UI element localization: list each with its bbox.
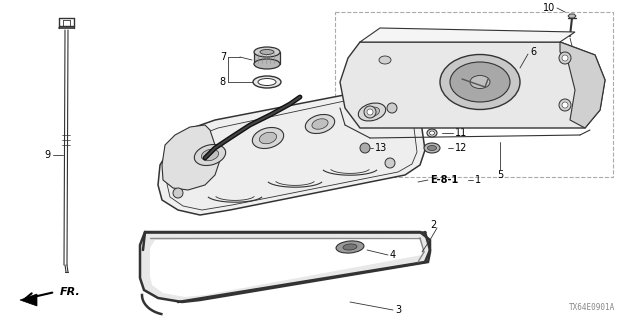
Ellipse shape bbox=[424, 143, 440, 153]
Text: 6: 6 bbox=[530, 47, 536, 57]
Polygon shape bbox=[560, 42, 605, 128]
Circle shape bbox=[367, 109, 373, 115]
Ellipse shape bbox=[253, 76, 281, 88]
Text: FR.: FR. bbox=[60, 287, 81, 297]
Ellipse shape bbox=[312, 119, 328, 129]
Ellipse shape bbox=[195, 145, 226, 165]
Polygon shape bbox=[162, 125, 220, 190]
Ellipse shape bbox=[254, 59, 280, 69]
Ellipse shape bbox=[427, 129, 437, 137]
Polygon shape bbox=[140, 232, 430, 302]
Ellipse shape bbox=[428, 146, 436, 150]
Circle shape bbox=[562, 102, 568, 108]
Text: 11: 11 bbox=[455, 128, 467, 138]
Polygon shape bbox=[568, 14, 576, 18]
Circle shape bbox=[385, 158, 395, 168]
Circle shape bbox=[559, 52, 571, 64]
Ellipse shape bbox=[429, 131, 435, 135]
Text: 9: 9 bbox=[44, 150, 50, 160]
Text: 5: 5 bbox=[497, 170, 503, 180]
Ellipse shape bbox=[440, 54, 520, 109]
Polygon shape bbox=[340, 42, 605, 128]
Ellipse shape bbox=[379, 56, 391, 64]
Circle shape bbox=[387, 103, 397, 113]
Ellipse shape bbox=[252, 127, 284, 148]
Ellipse shape bbox=[364, 107, 380, 117]
Text: 8: 8 bbox=[220, 77, 226, 87]
Polygon shape bbox=[150, 237, 423, 297]
Text: 13: 13 bbox=[375, 143, 387, 153]
Circle shape bbox=[562, 55, 568, 61]
Ellipse shape bbox=[336, 241, 364, 253]
Polygon shape bbox=[360, 28, 575, 42]
Ellipse shape bbox=[470, 76, 490, 89]
Ellipse shape bbox=[259, 132, 276, 144]
Polygon shape bbox=[20, 294, 37, 306]
Text: 12: 12 bbox=[455, 143, 467, 153]
Text: 10: 10 bbox=[543, 3, 555, 13]
Text: 7: 7 bbox=[220, 52, 226, 62]
Text: 1: 1 bbox=[475, 175, 481, 185]
Text: 2: 2 bbox=[430, 220, 436, 230]
Ellipse shape bbox=[358, 103, 386, 121]
Circle shape bbox=[360, 143, 370, 153]
Ellipse shape bbox=[260, 50, 274, 54]
Text: TX64E0901A: TX64E0901A bbox=[569, 303, 615, 312]
Circle shape bbox=[559, 99, 571, 111]
Circle shape bbox=[364, 106, 376, 118]
Ellipse shape bbox=[343, 244, 357, 250]
Ellipse shape bbox=[202, 149, 219, 161]
Text: E-8-1: E-8-1 bbox=[430, 175, 458, 185]
Polygon shape bbox=[254, 52, 280, 64]
Polygon shape bbox=[167, 96, 417, 210]
Text: 4: 4 bbox=[390, 250, 396, 260]
Circle shape bbox=[173, 188, 183, 198]
Ellipse shape bbox=[258, 78, 276, 85]
Polygon shape bbox=[158, 90, 425, 215]
Ellipse shape bbox=[254, 47, 280, 57]
Text: 3: 3 bbox=[395, 305, 401, 315]
Ellipse shape bbox=[305, 115, 335, 133]
Ellipse shape bbox=[450, 62, 510, 102]
